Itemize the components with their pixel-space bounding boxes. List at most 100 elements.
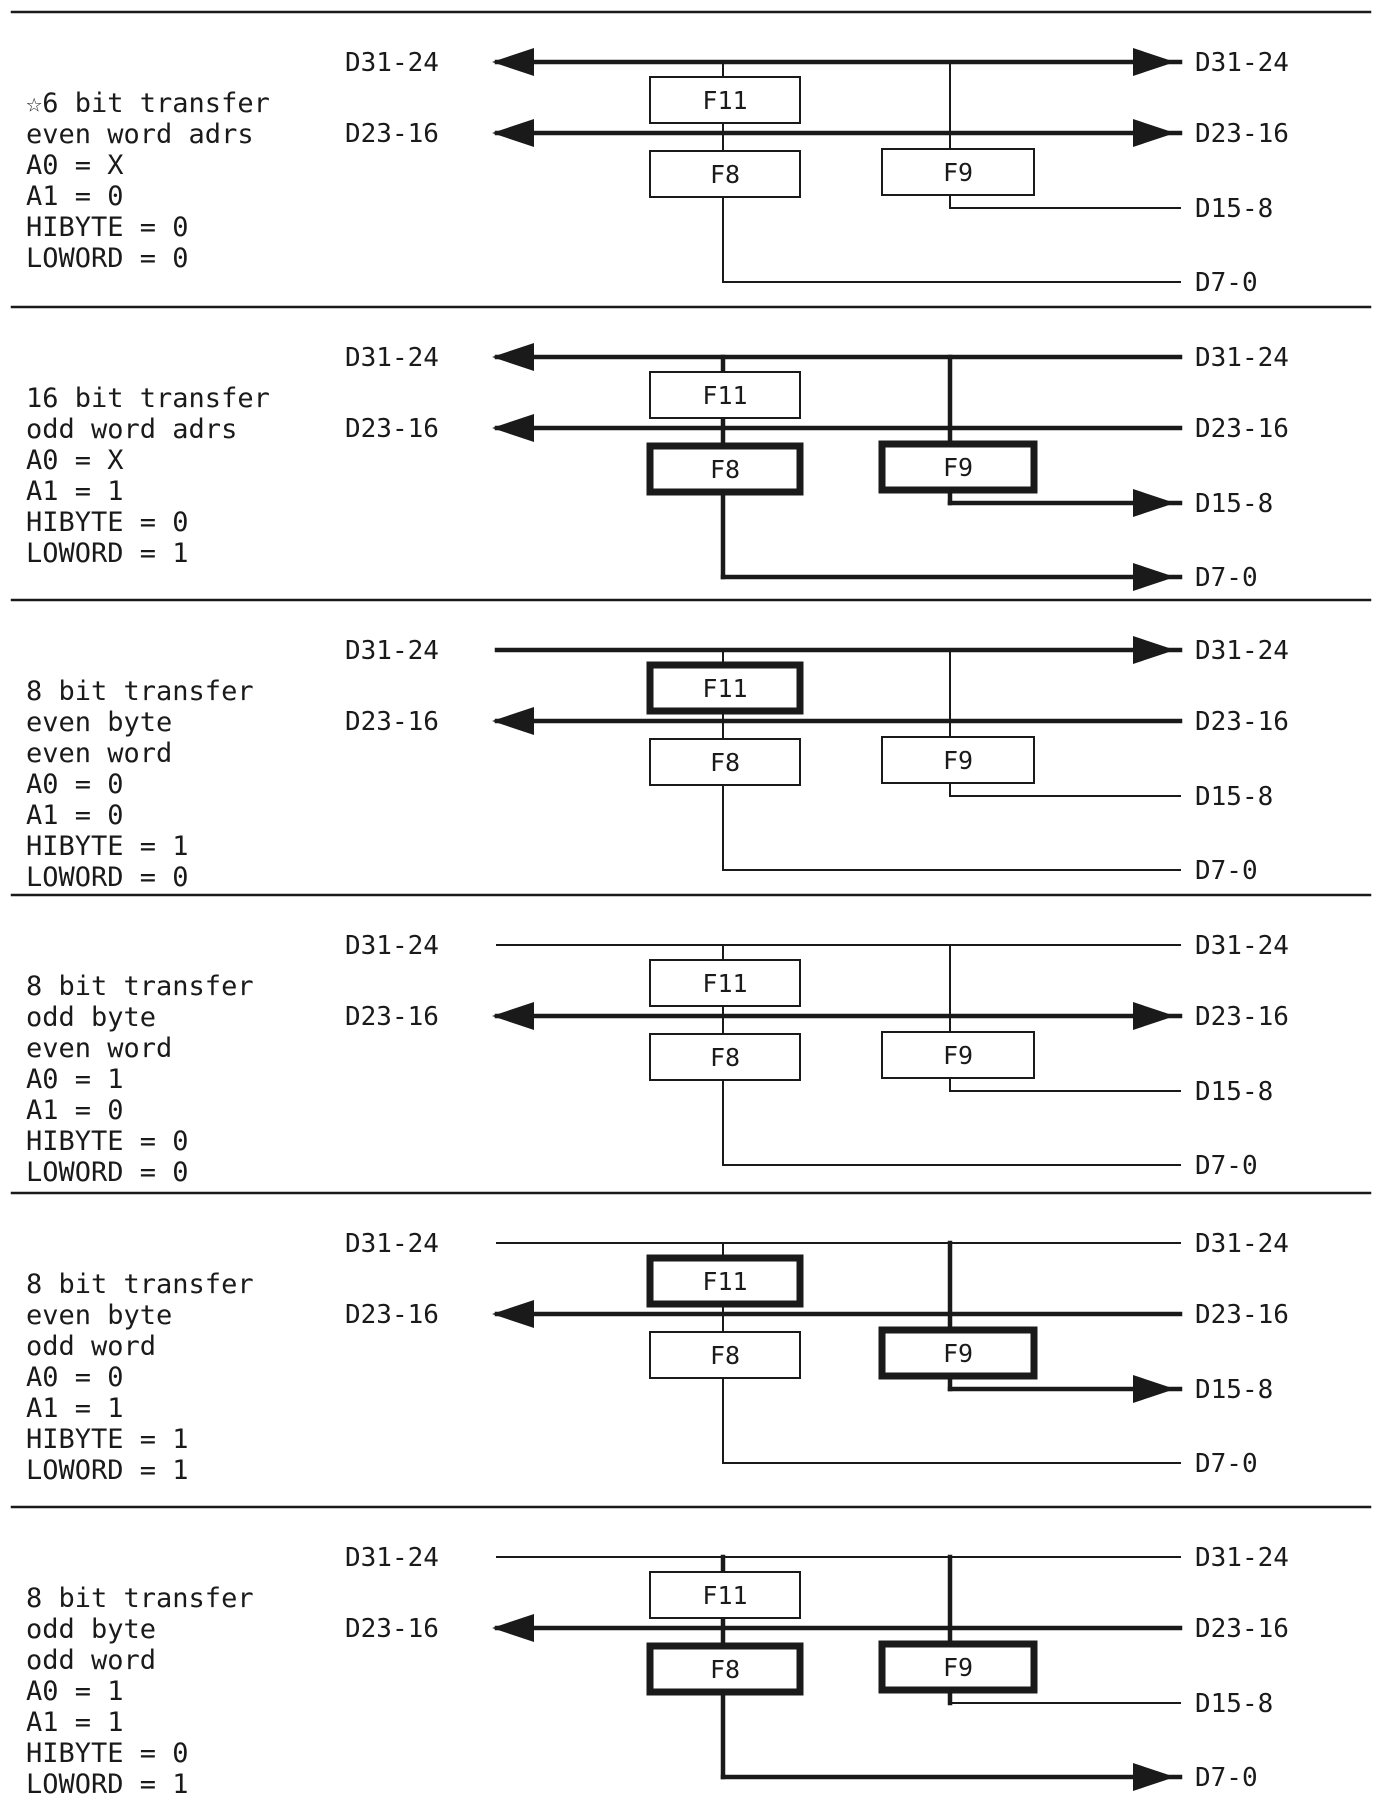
bus-label-left-d23-16: D23-16 — [345, 707, 439, 737]
register-f8 — [649, 1033, 801, 1081]
transfer-description-line: A0 = 0 — [26, 769, 124, 800]
transfer-description-line: HIBYTE = 0 — [26, 507, 189, 538]
transfer-description-line: HIBYTE = 0 — [26, 212, 189, 243]
register-f9 — [881, 148, 1035, 196]
bus-label-left-d23-16: D23-16 — [345, 1614, 439, 1644]
bus-label-right-d7-0: D7-0 — [1195, 563, 1258, 593]
register-f11-label: F11 — [702, 86, 747, 115]
bus-label-right-d23-16: D23-16 — [1195, 707, 1289, 737]
arrowhead-left — [492, 343, 534, 371]
register-f9 — [878, 1326, 1038, 1380]
transfer-description-line: 16 bit transfer — [26, 383, 270, 414]
register-f9-label: F9 — [943, 1339, 973, 1368]
bus-label-right-d15-8: D15-8 — [1195, 1077, 1273, 1107]
register-f8-label: F8 — [710, 455, 740, 484]
transfer-description-line: LOWORD = 1 — [26, 1769, 189, 1800]
arrowhead-left — [492, 119, 534, 147]
transfer-description-line: HIBYTE = 1 — [26, 831, 189, 862]
register-f8 — [649, 150, 801, 198]
transfer-description-line: LOWORD = 0 — [26, 862, 189, 893]
bus-label-left-d31-24: D31-24 — [345, 1229, 439, 1259]
register-f9 — [881, 1031, 1035, 1079]
bus-label-right-d15-8: D15-8 — [1195, 782, 1273, 812]
bus-label-left-d23-16: D23-16 — [345, 1002, 439, 1032]
register-f11 — [649, 76, 801, 124]
bus-label-right-d7-0: D7-0 — [1195, 268, 1258, 298]
transfer-description-line: LOWORD = 0 — [26, 1157, 189, 1188]
transfer-description-line: even word — [26, 1033, 172, 1064]
transfer-description-line: A1 = 1 — [26, 1393, 124, 1424]
bus-label-right-d15-8: D15-8 — [1195, 194, 1273, 224]
bus-label-right-d15-8: D15-8 — [1195, 1375, 1273, 1405]
transfer-description-line: odd word — [26, 1645, 156, 1676]
arrowhead-right — [1133, 1002, 1175, 1030]
bus-label-left-d23-16: D23-16 — [345, 119, 439, 149]
transfer-description-line: odd byte — [26, 1614, 156, 1645]
arrowhead-left — [492, 414, 534, 442]
bus-label-left-d31-24: D31-24 — [345, 1543, 439, 1573]
register-f8-label: F8 — [710, 160, 740, 189]
register-f11-label: F11 — [702, 381, 747, 410]
transfer-description-line: 8 bit transfer — [26, 1583, 254, 1614]
bus-label-left-d31-24: D31-24 — [345, 636, 439, 666]
register-f9-label: F9 — [943, 453, 973, 482]
arrowhead-right — [1133, 563, 1175, 591]
transfer-description-line: LOWORD = 1 — [26, 538, 189, 569]
register-f9-label: F9 — [943, 158, 973, 187]
transfer-description-line: 8 bit transfer — [26, 676, 254, 707]
transfer-description-line: A0 = 1 — [26, 1064, 124, 1095]
transfer-description-line: LOWORD = 1 — [26, 1455, 189, 1486]
bus-label-right-d31-24: D31-24 — [1195, 48, 1289, 78]
arrowhead-left — [492, 1002, 534, 1030]
arrowhead-left — [492, 48, 534, 76]
bus-label-right-d23-16: D23-16 — [1195, 119, 1289, 149]
arrowhead-right — [1133, 1375, 1175, 1403]
transfer-description-line: odd word — [26, 1331, 156, 1362]
bus-label-right-d31-24: D31-24 — [1195, 636, 1289, 666]
register-f11-label: F11 — [702, 674, 747, 703]
register-f9-label: F9 — [943, 1041, 973, 1070]
transfer-description-line: A0 = X — [26, 150, 124, 181]
register-f9-label: F9 — [943, 1653, 973, 1682]
register-f9 — [881, 736, 1035, 784]
arrowhead-right — [1133, 48, 1175, 76]
transfer-description-line: even word — [26, 738, 172, 769]
register-f11-label: F11 — [702, 1267, 747, 1296]
transfer-description-line: A1 = 1 — [26, 476, 124, 507]
register-f11 — [649, 959, 801, 1007]
arrowhead-left — [492, 1614, 534, 1642]
transfer-description-line: A1 = 0 — [26, 1095, 124, 1126]
transfer-description-line: 8 bit transfer — [26, 971, 254, 1002]
transfer-description-line: A0 = 1 — [26, 1676, 124, 1707]
arrowhead-right — [1133, 1763, 1175, 1791]
register-f8 — [649, 738, 801, 786]
transfer-description-line: A1 = 1 — [26, 1707, 124, 1738]
arrowhead-right — [1133, 636, 1175, 664]
register-f8 — [646, 442, 804, 496]
bus-label-right-d31-24: D31-24 — [1195, 343, 1289, 373]
bus-label-right-d23-16: D23-16 — [1195, 1614, 1289, 1644]
register-f11 — [649, 371, 801, 419]
register-f9-label: F9 — [943, 746, 973, 775]
arrowhead-left — [492, 707, 534, 735]
transfer-description-line: even word adrs — [26, 119, 254, 150]
register-f11 — [649, 1571, 801, 1619]
bus-label-right-d15-8: D15-8 — [1195, 1689, 1273, 1719]
register-f8-label: F8 — [710, 1655, 740, 1684]
bus-label-left-d31-24: D31-24 — [345, 343, 439, 373]
register-f8-label: F8 — [710, 1341, 740, 1370]
bus-label-right-d23-16: D23-16 — [1195, 1300, 1289, 1330]
transfer-description-line: A1 = 0 — [26, 181, 124, 212]
transfer-description-line: HIBYTE = 0 — [26, 1738, 189, 1769]
register-f9 — [878, 440, 1038, 494]
bus-label-right-d15-8: D15-8 — [1195, 489, 1273, 519]
register-f11 — [646, 1254, 804, 1308]
register-f11-label: F11 — [702, 1581, 747, 1610]
transfer-description-line: ☆6 bit transfer — [26, 88, 270, 119]
bus-label-right-d31-24: D31-24 — [1195, 1543, 1289, 1573]
